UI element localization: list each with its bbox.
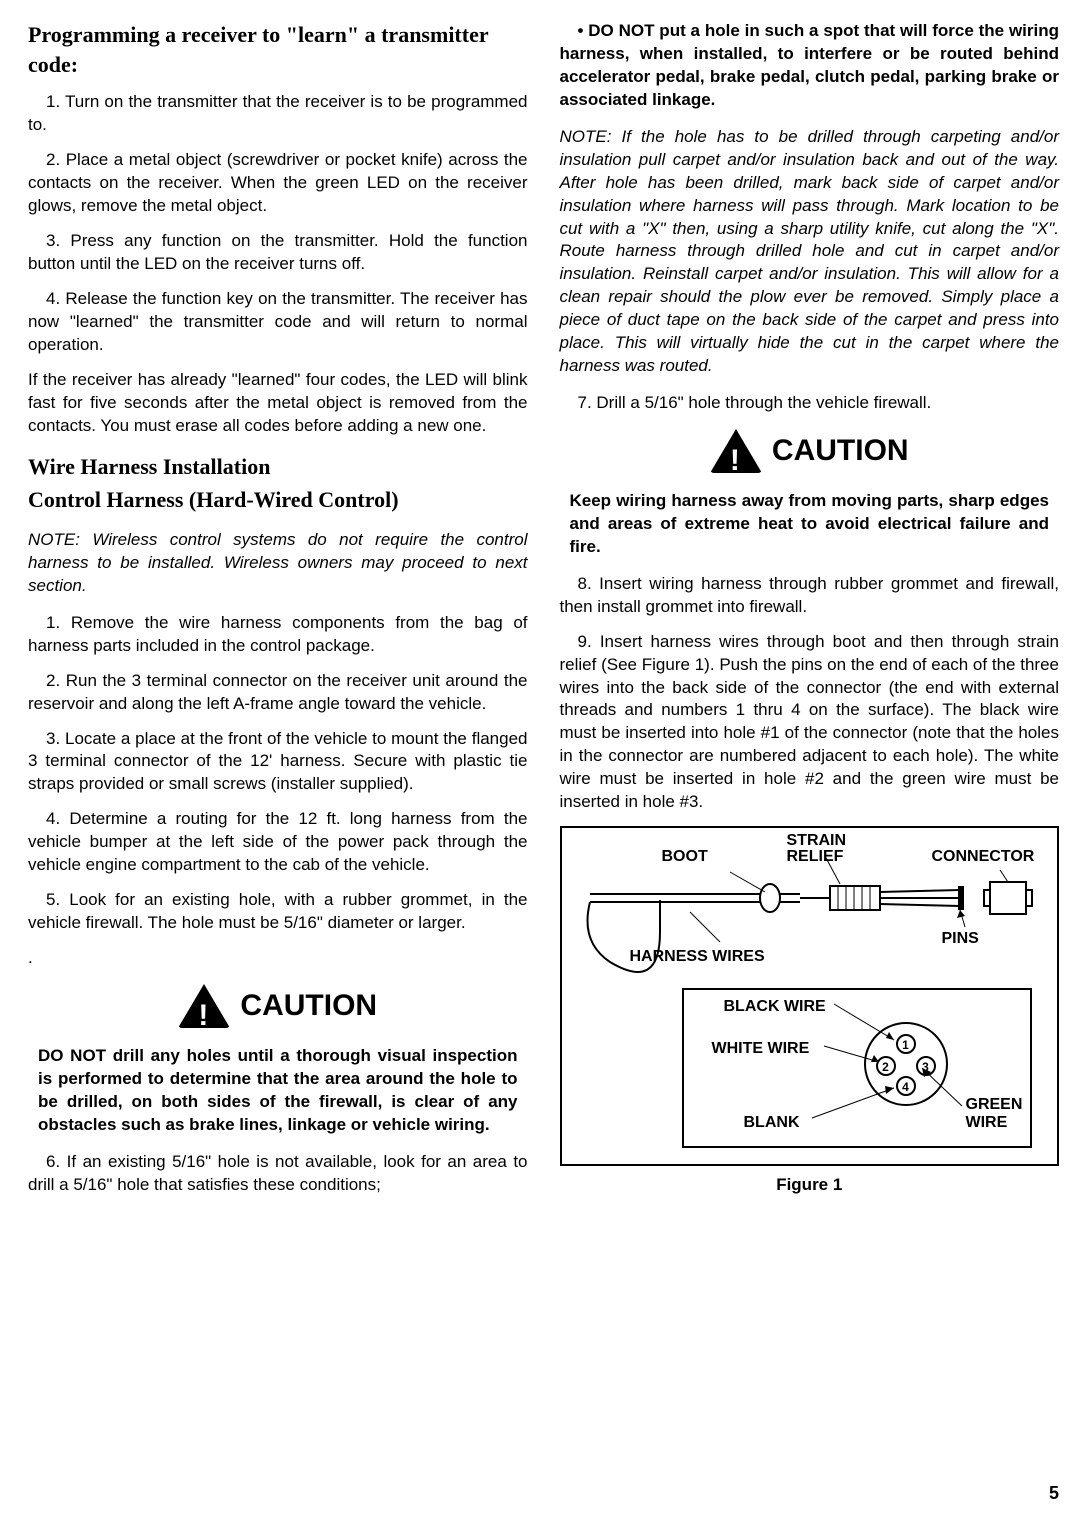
warning-triangle-icon <box>710 429 762 473</box>
wire-step-6: 6. If an existing 5/16" hole is not avai… <box>28 1151 528 1197</box>
step-3: 3. Press any function on the transmitter… <box>28 230 528 276</box>
caution-label-2: CAUTION <box>772 431 909 472</box>
label-connector: CONNECTOR <box>932 846 1035 868</box>
wire-step-8: 8. Insert wiring harness through rubber … <box>560 573 1060 619</box>
caution-text-1: DO NOT drill any holes until a thorough … <box>38 1045 518 1137</box>
connector-detail-box: BLACK WIRE WHITE WIRE BLANK GREEN WIRE 1… <box>682 988 1032 1148</box>
right-column: • DO NOT put a hole in such a spot that … <box>560 20 1060 1209</box>
stray-dot: . <box>28 947 528 970</box>
heading-control-harness: Control Harness (Hard-Wired Control) <box>28 485 528 515</box>
label-boot: BOOT <box>662 846 708 868</box>
label-pins: PINS <box>942 928 979 950</box>
wire-step-1: 1. Remove the wire harness components fr… <box>28 612 528 658</box>
caution-block-1: CAUTION <box>28 984 528 1035</box>
warning-triangle-icon <box>178 984 230 1028</box>
heading-programming: Programming a receiver to "learn" a tran… <box>28 20 528 79</box>
wire-step-7: 7. Drill a 5/16" hole through the vehicl… <box>560 392 1060 415</box>
bullet-do-not: • DO NOT put a hole in such a spot that … <box>560 20 1060 112</box>
label-harness-wires: HARNESS WIRES <box>630 946 765 968</box>
figure-caption: Figure 1 <box>560 1174 1060 1197</box>
label-relief: RELIEF <box>787 846 844 868</box>
wire-step-5: 5. Look for an existing hole, with a rub… <box>28 889 528 935</box>
step-1: 1. Turn on the transmitter that the rece… <box>28 91 528 137</box>
connector-leader-lines <box>684 990 1034 1150</box>
wire-step-9: 9. Insert harness wires through boot and… <box>560 631 1060 815</box>
heading-wire-harness: Wire Harness Installation <box>28 452 528 482</box>
caution-block-2: CAUTION <box>560 429 1060 480</box>
figure-1-frame: BOOT STRAIN RELIEF CONNECTOR HARNESS WIR… <box>560 826 1060 1166</box>
step-4: 4. Release the function key on the trans… <box>28 288 528 357</box>
step-2: 2. Place a metal object (screwdriver or … <box>28 149 528 218</box>
wire-step-2: 2. Run the 3 terminal connector on the r… <box>28 670 528 716</box>
note-wireless: NOTE: Wireless control systems do not re… <box>28 529 528 598</box>
left-column: Programming a receiver to "learn" a tran… <box>28 20 528 1209</box>
wire-step-4: 4. Determine a routing for the 12 ft. lo… <box>28 808 528 877</box>
page-number: 5 <box>1049 1481 1059 1505</box>
note-carpet: NOTE: If the hole has to be drilled thro… <box>560 126 1060 378</box>
para-learned-codes: If the receiver has already "learned" fo… <box>28 369 528 438</box>
caution-label-1: CAUTION <box>240 986 377 1027</box>
wire-step-3: 3. Locate a place at the front of the ve… <box>28 728 528 797</box>
caution-text-2: Keep wiring harness away from moving par… <box>570 490 1050 559</box>
